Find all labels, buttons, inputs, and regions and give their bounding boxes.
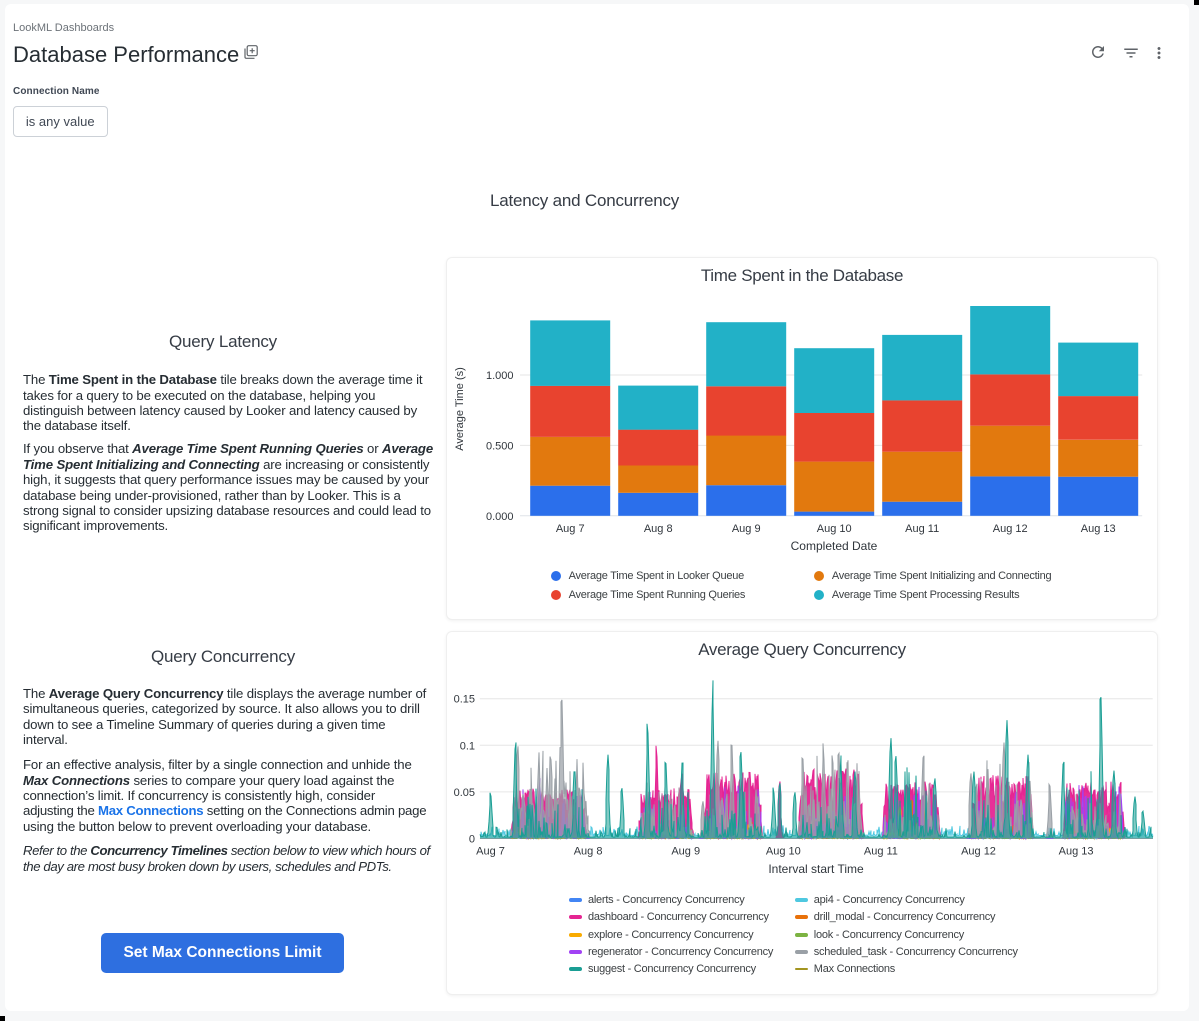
svg-text:Interval start Time: Interval start Time bbox=[768, 862, 864, 876]
svg-text:0.500: 0.500 bbox=[486, 440, 514, 452]
svg-text:Aug 10: Aug 10 bbox=[766, 846, 801, 858]
svg-text:Average Time (s): Average Time (s) bbox=[454, 367, 466, 451]
svg-text:Aug 11: Aug 11 bbox=[905, 523, 939, 535]
svg-text:Aug 12: Aug 12 bbox=[961, 846, 996, 858]
svg-text:1.000: 1.000 bbox=[486, 370, 514, 382]
svg-text:Completed Date: Completed Date bbox=[791, 539, 878, 553]
svg-text:Aug 11: Aug 11 bbox=[864, 846, 898, 858]
svg-text:Aug 13: Aug 13 bbox=[1059, 846, 1094, 858]
svg-text:Aug 9: Aug 9 bbox=[671, 846, 700, 858]
svg-text:Aug 8: Aug 8 bbox=[644, 523, 673, 535]
svg-text:0: 0 bbox=[469, 834, 475, 846]
svg-text:Aug 13: Aug 13 bbox=[1081, 523, 1116, 535]
svg-text:Aug 9: Aug 9 bbox=[732, 523, 761, 535]
svg-text:Aug 7: Aug 7 bbox=[556, 523, 585, 535]
svg-text:0.05: 0.05 bbox=[454, 787, 475, 799]
svg-text:0.1: 0.1 bbox=[460, 740, 475, 752]
svg-text:Aug 7: Aug 7 bbox=[476, 846, 505, 858]
svg-text:0.15: 0.15 bbox=[454, 694, 475, 706]
svg-text:Aug 12: Aug 12 bbox=[993, 523, 1028, 535]
svg-text:Aug 8: Aug 8 bbox=[574, 846, 603, 858]
svg-text:0.000: 0.000 bbox=[486, 511, 514, 523]
svg-text:Aug 10: Aug 10 bbox=[817, 523, 852, 535]
